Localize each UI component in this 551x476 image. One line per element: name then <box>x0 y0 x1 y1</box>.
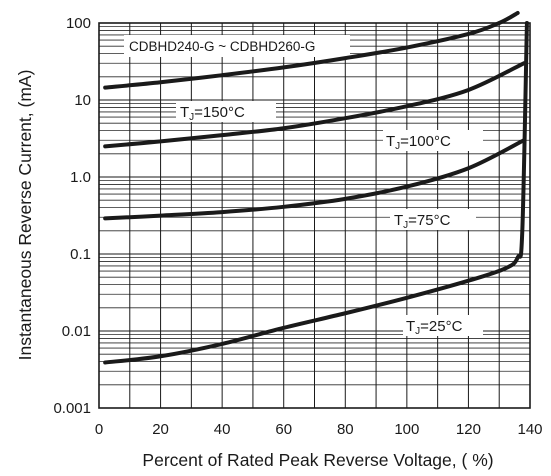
t100-subscript: J <box>395 141 400 152</box>
x-tick-label: 0 <box>95 421 103 438</box>
y-tick-labels: 0.001 0.01 0.1 1.0 10 100 <box>53 15 91 417</box>
part-label-box <box>124 35 350 57</box>
series-curve-2 <box>103 61 526 149</box>
x-tick-label: 140 <box>517 421 542 438</box>
t150-label-box <box>176 101 276 122</box>
t100-label-box <box>383 130 483 151</box>
y-tick-label: 0.001 <box>53 400 91 417</box>
y-tick-label: 100 <box>66 15 91 32</box>
t25-label: TJ=25°C <box>406 318 463 337</box>
annotations: CDBHD240-G ~ CDBHD260-G TJ=150°C TJ=100°… <box>124 35 483 337</box>
t75-label-box <box>390 209 476 230</box>
y-tick-label: 0.01 <box>62 323 91 340</box>
t100-prefix: T <box>386 133 395 150</box>
t75-value: =75°C <box>408 212 450 229</box>
t100-value: =100°C <box>400 133 451 150</box>
t150-subscript: J <box>189 112 194 123</box>
x-tick-label: 40 <box>214 421 231 438</box>
t150-label: TJ=150°C <box>180 104 245 123</box>
y-tick-label: 1.0 <box>70 169 91 186</box>
series-layer <box>103 10 529 365</box>
t25-prefix: T <box>406 318 415 335</box>
y-tick-label: 10 <box>74 92 91 109</box>
y-tick-label: 0.1 <box>70 246 91 263</box>
t25-subscript: J <box>415 326 420 337</box>
x-tick-labels: 0 20 40 60 80 100 120 140 <box>95 421 543 438</box>
t25-value: =25°C <box>420 318 462 335</box>
x-axis-title: Percent of Rated Peak Reverse Voltage, (… <box>142 450 493 470</box>
t100-label: TJ=100°C <box>386 133 451 152</box>
part-label: CDBHD240-G ~ CDBHD260-G <box>129 39 315 54</box>
t75-prefix: T <box>394 212 403 229</box>
t75-subscript: J <box>403 220 408 231</box>
series-curve-3 <box>103 138 526 221</box>
y-axis-title: Instantaneous Reverse Current, (mA) <box>15 70 35 361</box>
series-curve-1 <box>103 10 520 90</box>
x-tick-label: 20 <box>152 421 169 438</box>
x-tick-label: 60 <box>275 421 292 438</box>
t150-value: =150°C <box>194 104 245 121</box>
t25-label-box <box>403 315 483 336</box>
x-tick-label: 120 <box>456 421 481 438</box>
t150-prefix: T <box>180 104 189 121</box>
series-curve-4 <box>103 21 529 365</box>
t75-label: TJ=75°C <box>394 212 451 231</box>
x-tick-label: 100 <box>394 421 419 438</box>
plot-frame <box>98 22 531 409</box>
x-tick-label: 80 <box>337 421 354 438</box>
